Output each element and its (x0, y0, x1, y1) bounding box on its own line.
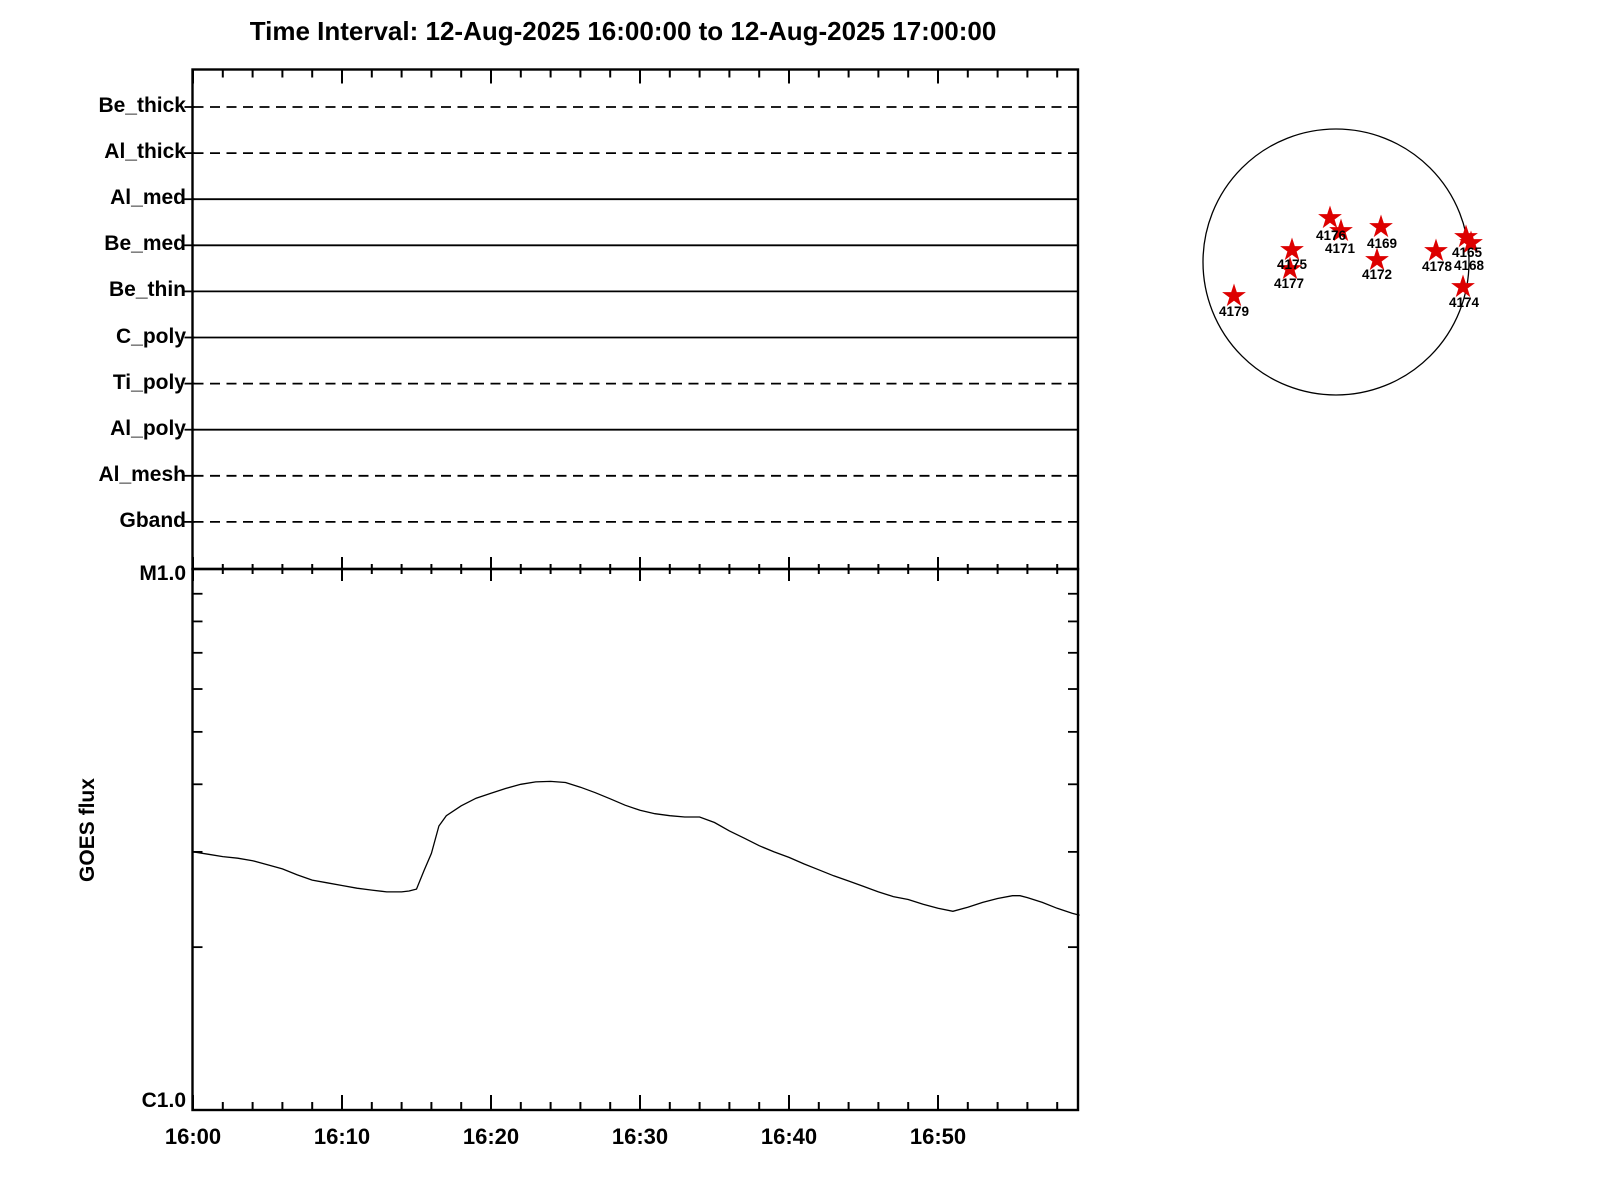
panel-borders (191, 68, 1080, 1112)
ar-label-4171: 4171 (1324, 241, 1356, 256)
time-tick-1600: 16:00 (164, 1124, 222, 1149)
time-tick-1630: 16:30 (611, 1124, 669, 1149)
solar-disk-circle (1202, 128, 1470, 396)
ar-stars (1222, 205, 1483, 307)
ar-label-4178: 4178 (1421, 259, 1453, 274)
ar-label-4169: 4169 (1366, 236, 1398, 251)
ar-label-4179: 4179 (1218, 304, 1250, 319)
ar-star-4178 (1424, 238, 1448, 262)
time-tick-1650: 16:50 (909, 1124, 967, 1149)
ar-label-4175: 4175 (1276, 257, 1308, 272)
ar-label-4168: 4168 (1453, 258, 1485, 273)
ar-star-4172 (1365, 247, 1389, 271)
filter-lines (184, 106, 1077, 523)
ar-label-4172: 4172 (1361, 267, 1393, 282)
ar-star-4165 (1454, 224, 1478, 248)
filter-label-al_thick: Al_thick (104, 140, 186, 164)
filter-label-al_med: Al_med (110, 186, 186, 210)
ar-star-4169 (1369, 214, 1393, 238)
page-title: Time Interval: 12-Aug-2025 16:00:00 to 1… (249, 16, 997, 46)
goes-y-axis-title: GOES flux (76, 778, 99, 882)
ar-star-4175 (1280, 237, 1304, 261)
filter-label-be_thin: Be_thin (108, 278, 186, 302)
ar-label-4174: 4174 (1448, 295, 1480, 310)
filter-label-be_thick: Be_thick (98, 94, 186, 117)
filter-label-c_poly: C_poly (115, 324, 186, 348)
ar-label-4177: 4177 (1273, 276, 1305, 291)
filter-label-al_poly: Al_poly (110, 416, 186, 440)
axis-ticks (192, 70, 1077, 1109)
filter-label-gband: Gband (119, 508, 187, 532)
ar-star-4176 (1318, 205, 1342, 229)
ar-star-4168 (1459, 230, 1483, 254)
ar-label-4176: 4176 (1315, 228, 1347, 243)
ar-star-4179 (1222, 283, 1246, 307)
ar-star-4177 (1278, 256, 1302, 280)
filter-label-be_med: Be_med (104, 232, 186, 256)
ar-label-4165: 4165 (1451, 245, 1483, 260)
ar-star-4171 (1329, 218, 1353, 242)
time-tick-1640: 16:40 (760, 1124, 818, 1149)
goes-y-top-label: M1.0 (139, 562, 186, 585)
time-tick-1610: 16:10 (313, 1124, 371, 1149)
ar-star-4174 (1451, 274, 1475, 298)
goes-curve (192, 780, 1080, 916)
goes-y-bottom-label: C1.0 (141, 1089, 186, 1112)
time-tick-1620: 16:20 (462, 1124, 520, 1149)
filter-label-al_mesh: Al_mesh (98, 462, 186, 486)
filter-label-ti_poly: Ti_poly (112, 370, 186, 394)
